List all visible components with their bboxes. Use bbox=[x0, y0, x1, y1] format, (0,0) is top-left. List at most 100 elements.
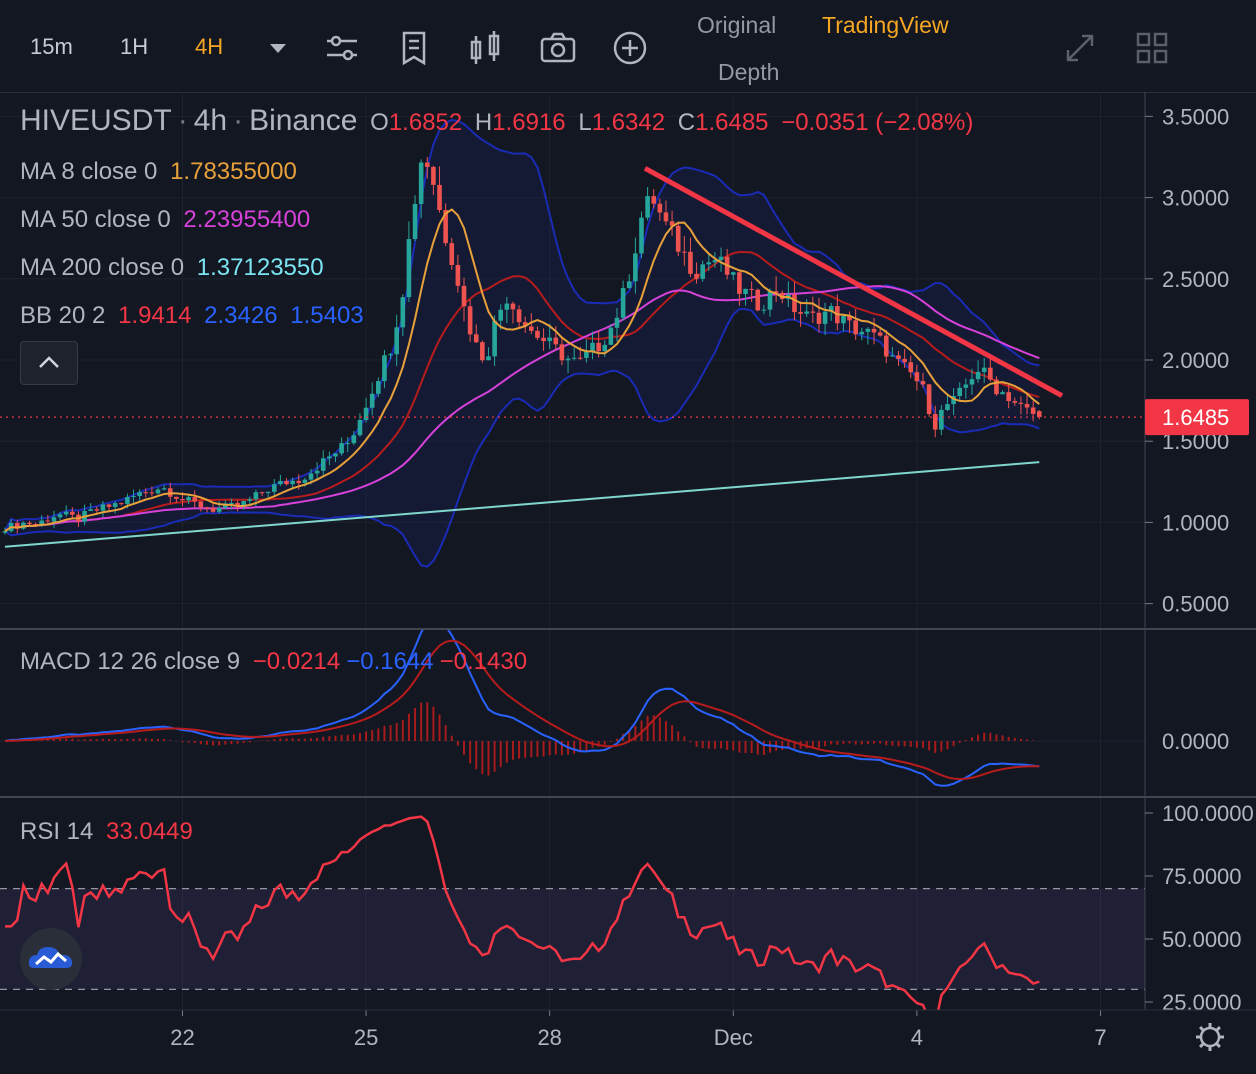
timeframe-1h[interactable]: 1H bbox=[120, 34, 149, 59]
candle-body bbox=[902, 358, 907, 363]
gear-tooth bbox=[1215, 1026, 1221, 1032]
mode-tradingview[interactable]: TradingView bbox=[822, 12, 949, 38]
settings-gear-icon bbox=[1196, 1023, 1224, 1051]
candle-body bbox=[663, 212, 669, 222]
timeframe-4h[interactable]: 4H bbox=[195, 34, 224, 59]
candle-body bbox=[859, 331, 865, 335]
candle-body bbox=[388, 354, 393, 356]
ohlc-change: −0.0351 (−2.08%) bbox=[781, 109, 974, 136]
candle-body bbox=[27, 522, 32, 525]
pane-separators bbox=[0, 628, 1256, 798]
candle-body bbox=[492, 320, 497, 357]
indicators-icon[interactable] bbox=[394, 28, 434, 68]
candle-body bbox=[357, 419, 363, 436]
bb-mid-value: 1.9414 bbox=[118, 302, 192, 329]
candle-body bbox=[210, 507, 216, 512]
candle-body bbox=[565, 358, 571, 361]
ma50-legend: MA 50 close 0 2.23955400 bbox=[20, 206, 316, 234]
candle-body bbox=[975, 371, 981, 380]
candle-body bbox=[1030, 407, 1036, 414]
candle-body bbox=[541, 337, 546, 342]
ma200-label: MA 200 close 0 bbox=[20, 254, 185, 281]
candle-body bbox=[57, 514, 63, 518]
layout-grid-icon[interactable] bbox=[1132, 28, 1172, 68]
ma8-legend: MA 8 close 0 1.78355000 bbox=[20, 158, 303, 186]
candle-body bbox=[498, 309, 504, 321]
price-tick-label: 2.0000 bbox=[1162, 348, 1229, 373]
rsi-legend: RSI 14 33.0449 bbox=[20, 818, 199, 846]
settings-sliders-icon[interactable] bbox=[322, 28, 362, 68]
candle-body bbox=[2, 531, 8, 533]
add-plus-icon[interactable] bbox=[610, 28, 650, 68]
candle-body bbox=[969, 379, 975, 385]
fullscreen-icon[interactable] bbox=[1060, 28, 1100, 68]
candle-body bbox=[682, 251, 687, 253]
candle-body bbox=[504, 303, 510, 310]
chart-type-candles-icon[interactable] bbox=[466, 28, 506, 68]
macd-legend: MACD 12 26 close 9 −0.0214 −0.1644 −0.1430 bbox=[20, 648, 533, 676]
candle-body bbox=[333, 453, 338, 457]
mode-original[interactable]: Original bbox=[697, 12, 777, 38]
macd-line bbox=[4, 630, 1040, 787]
candle-body bbox=[810, 311, 816, 313]
timeframe-15m[interactable]: 15m bbox=[30, 34, 73, 59]
candle-body bbox=[596, 342, 601, 352]
collapse-legend-button[interactable] bbox=[20, 341, 78, 385]
candle-body bbox=[749, 288, 754, 290]
interval-label: 4h bbox=[193, 104, 228, 137]
macd-label: MACD 12 26 close 9 bbox=[20, 648, 241, 675]
candle-body bbox=[896, 355, 901, 359]
candle-body bbox=[241, 501, 246, 506]
ohlc-low: 1.6342 bbox=[591, 109, 666, 136]
candle-body bbox=[718, 256, 724, 261]
candle-body bbox=[137, 492, 142, 497]
time-tick-label: 7 bbox=[1094, 1025, 1106, 1050]
candle-body bbox=[688, 251, 693, 274]
ma50-value: 2.23955400 bbox=[183, 206, 311, 233]
price-tick-label: 2.5000 bbox=[1162, 267, 1229, 292]
candle-body bbox=[186, 497, 191, 501]
candle-body bbox=[908, 362, 914, 373]
mode-depth[interactable]: Depth bbox=[718, 59, 780, 85]
candle-body bbox=[320, 458, 326, 471]
candle-body bbox=[70, 511, 75, 515]
timeframe-dropdown-icon[interactable] bbox=[258, 28, 298, 68]
candle-body bbox=[951, 396, 956, 405]
bollinger-upper-line bbox=[4, 118, 1040, 532]
candle-body bbox=[94, 509, 100, 511]
candle-body bbox=[473, 334, 479, 343]
symbol-name: HIVEUSDT bbox=[20, 104, 172, 137]
tradingview-logo[interactable] bbox=[20, 928, 82, 990]
rsi-tick-label: 50.0000 bbox=[1162, 927, 1242, 952]
macd-pane bbox=[4, 630, 1041, 787]
candle-body bbox=[614, 317, 620, 328]
candle-body bbox=[1024, 403, 1030, 408]
time-tick-label: 22 bbox=[170, 1025, 194, 1050]
candle-body bbox=[351, 435, 357, 444]
candle-body bbox=[290, 480, 295, 485]
candle-body bbox=[822, 311, 828, 324]
chart-grid bbox=[0, 92, 1145, 1010]
candle-body bbox=[645, 196, 650, 218]
candle-body bbox=[106, 504, 112, 507]
macd-signal-line bbox=[4, 639, 1040, 781]
camera-icon[interactable] bbox=[538, 28, 578, 68]
macd-signal-value: −0.1430 bbox=[439, 648, 528, 675]
candle-body bbox=[675, 225, 681, 252]
candle-body bbox=[841, 315, 846, 324]
candle-body bbox=[284, 480, 289, 485]
candle-body bbox=[920, 381, 926, 385]
candle-body bbox=[1018, 402, 1024, 404]
candle-body bbox=[529, 326, 534, 331]
candle-body bbox=[363, 407, 369, 420]
ohlc-open-label: O bbox=[370, 109, 389, 136]
candle-body bbox=[730, 272, 736, 275]
candle-body bbox=[33, 524, 38, 526]
candle-body bbox=[590, 342, 595, 352]
ohlc-low-label: L bbox=[578, 109, 592, 136]
rsi-tick-label: 75.0000 bbox=[1162, 864, 1242, 889]
candle-body bbox=[63, 511, 69, 515]
rsi-value: 33.0449 bbox=[106, 818, 193, 845]
candle-body bbox=[259, 492, 265, 494]
